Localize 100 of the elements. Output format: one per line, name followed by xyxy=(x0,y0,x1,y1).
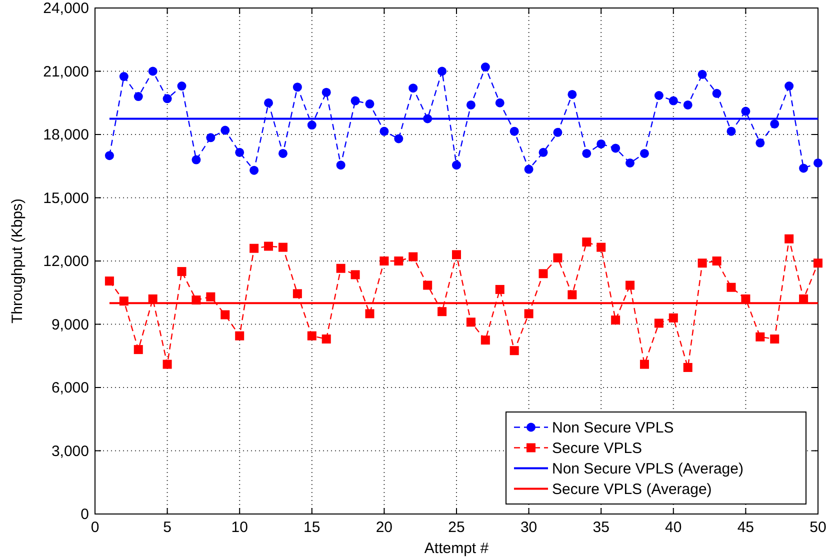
point xyxy=(452,160,461,170)
point xyxy=(741,106,750,116)
point xyxy=(654,318,664,328)
y-tick-label: 9,000 xyxy=(51,316,89,334)
point xyxy=(538,269,548,278)
point xyxy=(553,128,562,137)
point xyxy=(408,252,418,262)
point xyxy=(408,84,418,93)
point xyxy=(336,160,346,170)
y-tick-label: 21,000 xyxy=(43,63,89,80)
point xyxy=(438,66,447,76)
point xyxy=(698,258,707,268)
point xyxy=(292,289,302,298)
y-axis-title: Throughput (Kbps) xyxy=(9,198,26,324)
point xyxy=(466,318,476,327)
point xyxy=(568,290,577,300)
point xyxy=(582,238,592,247)
point xyxy=(235,331,244,340)
point xyxy=(292,82,302,92)
point xyxy=(278,148,288,158)
point xyxy=(423,280,432,290)
point xyxy=(177,82,186,91)
point xyxy=(568,90,577,99)
point xyxy=(510,346,519,356)
point xyxy=(756,332,765,342)
point xyxy=(322,88,331,97)
point xyxy=(712,88,722,98)
point xyxy=(278,242,288,252)
point xyxy=(712,256,722,266)
point xyxy=(452,250,461,260)
point xyxy=(307,120,316,130)
point xyxy=(770,334,780,344)
x-axis-title: Attempt # xyxy=(424,540,490,557)
point xyxy=(611,144,620,153)
point xyxy=(350,270,360,280)
x-tick-label: 30 xyxy=(520,519,538,536)
point xyxy=(119,72,128,82)
point xyxy=(668,96,678,106)
point xyxy=(596,242,606,252)
point xyxy=(538,148,548,157)
point xyxy=(220,126,230,135)
point xyxy=(683,362,692,372)
point xyxy=(611,316,620,325)
point xyxy=(668,313,678,322)
point xyxy=(553,253,562,262)
point xyxy=(626,280,635,290)
point xyxy=(784,234,794,244)
point xyxy=(582,148,592,158)
point xyxy=(264,98,274,108)
x-tick-label: 25 xyxy=(448,519,465,536)
point xyxy=(640,148,649,158)
point xyxy=(250,166,259,175)
y-tick-label: 0 xyxy=(80,506,89,523)
point xyxy=(206,292,216,302)
y-tick-label: 6,000 xyxy=(51,380,89,396)
point xyxy=(438,307,447,316)
x-tick-label: 0 xyxy=(90,519,100,536)
point xyxy=(365,99,374,108)
y-tick-label: 24,000 xyxy=(43,0,89,17)
x-tick-label: 50 xyxy=(810,519,826,536)
point xyxy=(322,334,331,344)
point xyxy=(726,282,736,292)
point xyxy=(250,244,259,253)
point xyxy=(307,331,316,340)
point xyxy=(336,264,346,273)
point xyxy=(220,310,230,320)
point xyxy=(264,242,274,251)
point xyxy=(726,126,736,136)
point xyxy=(365,309,374,318)
point xyxy=(394,134,404,144)
point xyxy=(162,94,172,104)
point xyxy=(148,66,158,76)
point xyxy=(206,133,216,142)
x-tick-label: 15 xyxy=(304,519,320,536)
point xyxy=(192,155,201,164)
point xyxy=(495,98,504,108)
point xyxy=(480,62,490,72)
point xyxy=(626,158,635,168)
point xyxy=(784,82,794,91)
y-tick-label: 15,000 xyxy=(43,190,89,207)
point xyxy=(235,148,244,157)
legend-label: Secure VPLS (Average) xyxy=(552,480,712,498)
point xyxy=(134,92,143,102)
y-tick-label: 12,000 xyxy=(43,253,89,270)
point xyxy=(177,267,186,276)
point xyxy=(596,139,606,148)
point xyxy=(814,158,822,168)
point xyxy=(770,119,780,128)
x-tick-label: 10 xyxy=(231,519,248,536)
point xyxy=(350,96,360,106)
legend-label: Non Secure VPLS (Average) xyxy=(552,460,744,478)
point xyxy=(480,336,490,345)
x-tick-label: 35 xyxy=(592,519,610,536)
point xyxy=(698,70,707,79)
point xyxy=(510,126,519,136)
point xyxy=(654,90,664,100)
y-tick-label: 18,000 xyxy=(43,126,89,144)
x-tick-label: 20 xyxy=(376,519,393,536)
point xyxy=(380,256,389,266)
point xyxy=(134,345,143,354)
